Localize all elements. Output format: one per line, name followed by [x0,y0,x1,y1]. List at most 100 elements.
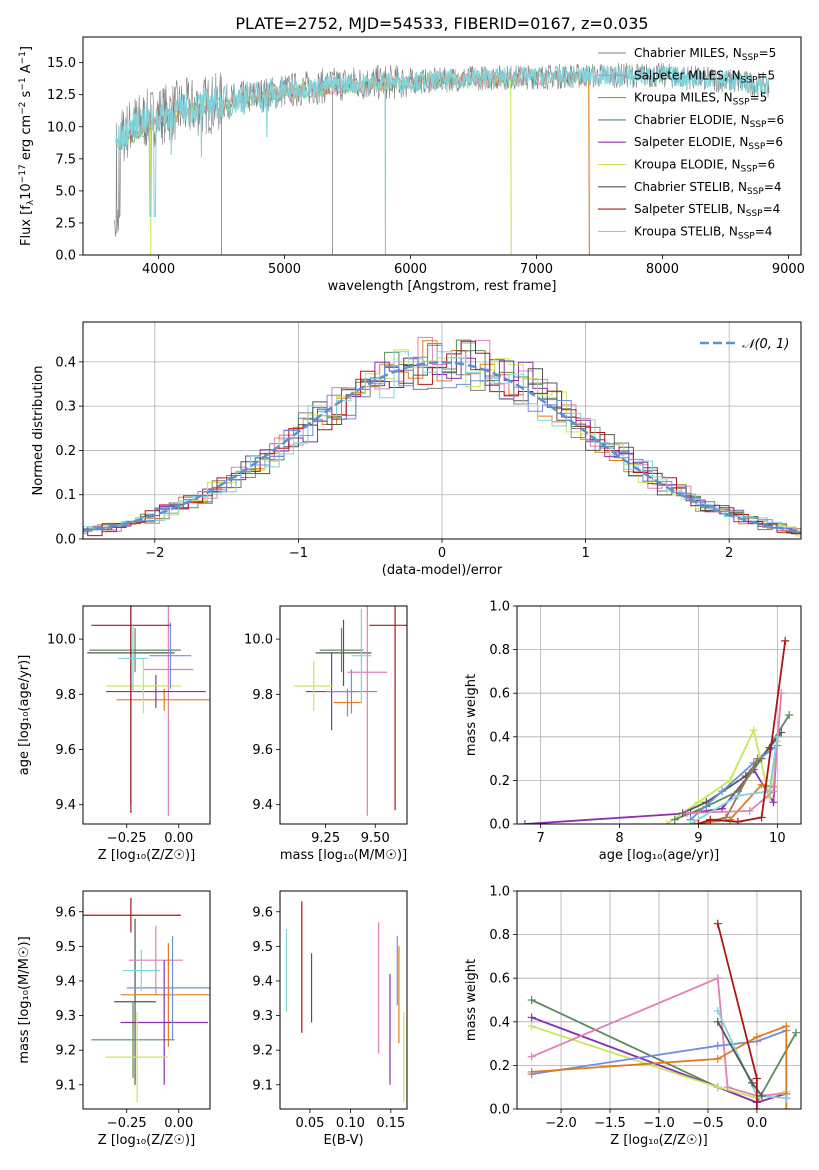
label-part: Flux [f [19,205,34,246]
legend-label: Chabrier ELODIE, NSSP=6 [634,113,784,130]
weight-series-line [690,736,779,824]
model-cutoff [510,80,512,255]
legend-label: Salpeter MILES, NSSP=5 [634,68,775,85]
y-tick-label: 0.4 [489,730,510,745]
legend-sub: SSP [746,209,763,219]
weight-marker [769,798,778,807]
x-axis-label: age [log₁₀(age/yr)] [599,848,720,863]
figure-title: PLATE=2752, MJD=54533, FIBERID=0167, z=0… [235,14,648,33]
label-sub: λ [26,199,36,205]
y-tick-label: 0.6 [489,687,510,702]
y-tick-label: 9.6 [252,743,273,758]
legend-label: 𝒩(0, 1) [742,337,789,352]
y-tick-label: 0.8 [489,928,510,943]
y-axis-label: Flux [fλ10−17 erg cm−2 s−1 A−1] [18,46,36,246]
age-vs-metallicity-panel: −0.25 0.00 9.4 9.6 9.8 10.0 Z [log₁₀(Z/Z☉)] age… [17,605,211,863]
weight-series-line [689,744,778,821]
weight-marker [748,1078,757,1087]
residual-plot-area [83,336,801,537]
weight-marker [520,820,529,824]
weight-marker [752,1105,761,1109]
x-tick-label: 8000 [646,262,679,277]
weight-marker [713,1083,722,1092]
label-part: s [19,90,34,101]
weight-marker [662,820,671,824]
x-axis-label: Z [log₁₀(Z/Z☉)] [98,1133,195,1148]
y-tick-label: 9.2 [55,1044,76,1059]
x-tick-label: 9.50 [361,831,390,846]
y-tick-label: 0.0 [55,533,76,548]
y-tick-label: 9.3 [252,1009,273,1024]
y-tick-label: 9.3 [55,1009,76,1024]
label-part: erg cm [19,115,34,164]
x-tick-label: 0.00 [164,831,193,846]
x-axis-label: Z [log₁₀(Z/Z☉)] [610,1133,707,1148]
weight-series-line [531,1029,787,1075]
weight-marker [670,815,679,824]
weight-series-line [682,731,783,814]
x-tick-label: 10 [769,831,786,846]
x-tick-label: −2 [145,546,164,561]
legend-sub: SSP [748,142,765,152]
axes-frame [279,605,408,825]
age-vs-mass-panel: 9.25 9.50 9.4 9.6 9.8 10.0 mass [log₁₀(M/M☉)] [244,605,408,863]
x-tick-label: 0.10 [336,1116,365,1131]
residuals-panel: −2 −1 0 1 2 0.0 0.1 0.2 0.3 0.4 (data-model)/error… [31,321,802,578]
weight-vs-age-panel: 7 8 9 10 0.0 0.2 0.4 0.6 0.8 1.0 age [log₁₀(age/yr… [464,600,802,863]
normal-distribution-curve [83,361,799,533]
axes-frame [82,321,802,540]
y-tick-label: 0.4 [55,355,76,370]
x-tick-label: 0 [438,546,446,561]
x-tick-label: 7000 [520,262,553,277]
x-axis-label: mass [log₁₀(M/M☉)] [280,848,407,863]
x-tick-label: 0.0 [747,1116,768,1131]
errorbar-plot-area [83,897,210,1103]
y-tick-label: 10.0 [47,633,76,648]
weight-marker [713,1017,722,1026]
label-part: A [19,64,34,77]
legend-text: =5 [759,46,777,60]
x-tick-label: 9 [694,831,702,846]
axes-frame [82,36,802,256]
y-tick-label: 0.0 [489,1103,510,1118]
y-tick-label: 15.0 [47,56,76,71]
x-tick-label: −2.0 [545,1116,577,1131]
legend-label: Salpeter ELODIE, NSSP=6 [634,135,783,152]
weight-marker [527,1022,536,1031]
legend-text: Salpeter ELODIE, N [634,135,748,149]
weight-marker [753,754,762,763]
legend-text: Chabrier ELODIE, N [634,113,750,127]
label-sup: −1 [18,51,28,64]
weight-marker [792,1028,801,1037]
legend-sub: SSP [747,187,764,197]
x-tick-label: −0.25 [107,1116,147,1131]
weight-marker [718,787,727,796]
y-tick-label: 9.8 [55,688,76,703]
axes-frame [82,605,211,825]
legend-text: =6 [766,113,784,127]
y-tick-label: 1.0 [489,885,510,900]
legend-sub: SSP [741,75,758,85]
x-tick-label: −1 [289,546,308,561]
y-tick-label: 10.0 [244,633,273,648]
weight-marker [713,1054,722,1063]
axes-frame [516,890,802,1110]
weight-marker [713,1041,722,1050]
x-tick-label: 9000 [772,262,805,277]
x-tick-label: −1.0 [643,1116,675,1131]
x-tick-label: −0.5 [692,1116,724,1131]
y-tick-label: 7.5 [55,152,76,167]
x-tick-label: 1 [581,546,589,561]
weight-marker [527,996,536,1004]
kroupa-stelib-model [115,64,770,217]
legend-text: =4 [763,202,781,216]
y-tick-label: 9.4 [55,974,76,989]
legend-label: Kroupa STELIB, NSSP=4 [634,224,772,241]
x-tick-label: 9.25 [311,831,340,846]
y-tick-label: 0.6 [489,972,510,987]
legend-text: =4 [755,224,773,238]
x-tick-label: 6000 [394,262,427,277]
residual-histogram [83,340,801,537]
label-part: ] [19,46,34,51]
